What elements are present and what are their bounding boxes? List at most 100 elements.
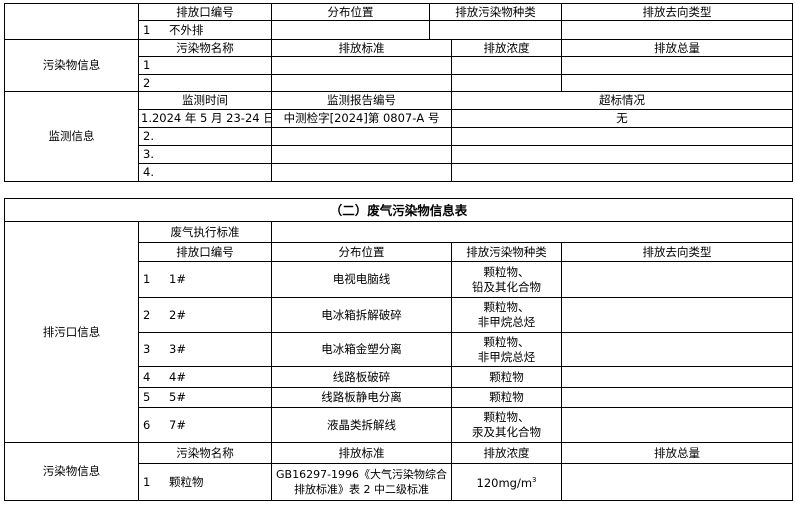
table-cell	[560, 261, 794, 298]
table-cell: 排放标准	[271, 39, 452, 57]
table-cell: 电冰箱拆解破碎	[271, 297, 452, 333]
cell-text: 7#	[169, 417, 186, 432]
table-cell: 分布位置	[271, 242, 452, 262]
cell-text: 1#	[169, 272, 186, 286]
table-cell	[451, 74, 562, 92]
table-cell	[429, 20, 562, 40]
table-cell	[4, 3, 139, 40]
table-cell	[271, 127, 452, 146]
table-cell: 废气执行标准	[138, 221, 272, 243]
table-cell	[561, 20, 793, 40]
cell-text: 4#	[169, 369, 186, 384]
table-row: 2.	[5, 127, 793, 146]
table-cell	[271, 145, 452, 164]
table-cell: 1 不外排	[138, 20, 272, 40]
table-cell: 排放去向类型	[561, 3, 793, 21]
cell-text: 5#	[169, 390, 186, 404]
table-row: 1 不外排	[5, 20, 793, 40]
outlet-info-label: 排污口信息	[4, 221, 139, 443]
table-row: 1	[5, 56, 793, 75]
table-cell: 排放污染物种类	[451, 242, 562, 262]
table-cell: 颗粒物、 铅及其化合物	[451, 261, 562, 298]
table-cell: 1	[138, 56, 272, 75]
table-cell	[561, 56, 793, 75]
table-cell	[560, 366, 794, 388]
table-cell: 颗粒物、 汞及其化合物	[451, 407, 562, 443]
cell-text: 颗粒物、	[483, 410, 530, 424]
cell-text: 3	[143, 342, 151, 356]
table-cell: 分布位置	[271, 3, 430, 21]
table-cell: 电视电脑线	[271, 261, 452, 298]
table-row: 4 4# 线路板破碎 颗粒物	[5, 366, 794, 388]
table-cell: 3 3#	[138, 332, 272, 367]
cell-text: 3	[532, 476, 537, 485]
table-cell	[271, 74, 452, 92]
table-cell: 排放去向类型	[560, 242, 794, 262]
cell-text: 6	[143, 417, 151, 432]
outlet-pollutant-monitor-table: 排放口编号 分布位置 排放污染物种类 排放去向类型 1 不外排 污染物信息 污染物…	[4, 3, 793, 182]
table-cell: 1 颗粒物	[138, 463, 272, 501]
cell-text: 颗粒物	[169, 474, 204, 489]
table-cell: 线路板破碎	[271, 366, 452, 388]
cell-text: 2	[143, 307, 151, 322]
table-cell: 污染物名称	[138, 442, 272, 464]
table-cell: 液晶类拆解线	[271, 407, 452, 443]
cell-text: 非甲烷总烃	[477, 349, 536, 364]
cell-text: 非甲烷总烃	[477, 315, 536, 329]
table-row: 2 2# 电冰箱拆解破碎 颗粒物、 非甲烷总烃	[5, 297, 794, 333]
table-cell: 4.	[138, 163, 272, 182]
table-cell	[271, 163, 452, 182]
cell-text: 3#	[169, 342, 186, 356]
table-row: 1 1# 电视电脑线 颗粒物、 铅及其化合物	[5, 261, 794, 298]
table-cell: 污染物名称	[138, 39, 272, 57]
table-row: 4.	[5, 163, 793, 182]
table-title: （二）废气污染物信息表	[3, 198, 794, 222]
table-cell	[560, 407, 794, 443]
cell-text: 颗粒物、	[483, 334, 530, 349]
table-cell: 电冰箱金塑分离	[271, 332, 452, 367]
table-cell: 2 2#	[138, 297, 272, 333]
cell-text: 1	[143, 272, 151, 286]
pollutant-info-label: 污染物信息	[4, 442, 139, 501]
table-cell: 排放总量	[560, 442, 794, 464]
cell-text: 2#	[169, 307, 186, 322]
table-cell: 监测时间	[138, 91, 272, 110]
table-cell	[560, 297, 794, 333]
table-cell: 监测报告编号	[271, 91, 452, 110]
cell-text: 颗粒物、	[483, 264, 530, 279]
table-cell: 3.	[138, 145, 272, 164]
table-cell	[451, 163, 793, 182]
cell-text: 铅及其化合物	[472, 279, 541, 294]
table-row: 3 3# 电冰箱金塑分离 颗粒物、 非甲烷总烃	[5, 332, 794, 367]
monitor-info-label: 监测信息	[4, 91, 139, 182]
table-cell: 排放浓度	[451, 39, 562, 57]
table-cell: 排放总量	[561, 39, 793, 57]
table-row: 1.2024 年 5 月 23-24 日中测检字[2024]第 0807-A 号…	[5, 109, 793, 128]
table-cell: 无	[451, 109, 793, 128]
table-cell: 颗粒物、 非甲烷总烃	[451, 297, 562, 333]
table-cell: 排放标准	[271, 442, 452, 464]
table-cell	[271, 20, 430, 40]
table-cell: 颗粒物、 非甲烷总烃	[451, 332, 562, 367]
cell-text: 4	[143, 369, 151, 384]
table-cell: 1.2024 年 5 月 23-24 日	[138, 109, 272, 128]
table-cell: 排放浓度	[451, 442, 562, 464]
table-cell	[451, 145, 793, 164]
table-cell: 颗粒物	[451, 387, 562, 408]
table-cell: 中测检字[2024]第 0807-A 号	[271, 109, 452, 128]
cell-text: 不外排	[169, 22, 204, 37]
table-row: 1 颗粒物 GB16297-1996《大气污染物综合 排放标准》表 2 中二级标准 12…	[5, 463, 794, 501]
table-cell: 4 4#	[138, 366, 272, 388]
table-cell	[560, 332, 794, 367]
table-cell: 2.	[138, 127, 272, 146]
table-cell	[451, 56, 562, 75]
exhaust-gas-pollutant-table: （二）废气污染物信息表 排污口信息 废气执行标准 排放口编号 分布位置 排放污染…	[3, 198, 794, 501]
table-cell: 排放口编号	[138, 242, 272, 262]
table-cell: 1 1#	[138, 261, 272, 298]
cell-text: GB16297-1996《大气污染物综合	[276, 468, 448, 481]
table-cell	[271, 56, 452, 75]
table-cell	[560, 387, 794, 408]
cell-text: 120mg/m	[476, 475, 533, 490]
cell-text: 排放标准》表 2 中二级标准	[294, 483, 429, 496]
table-cell	[270, 221, 794, 243]
